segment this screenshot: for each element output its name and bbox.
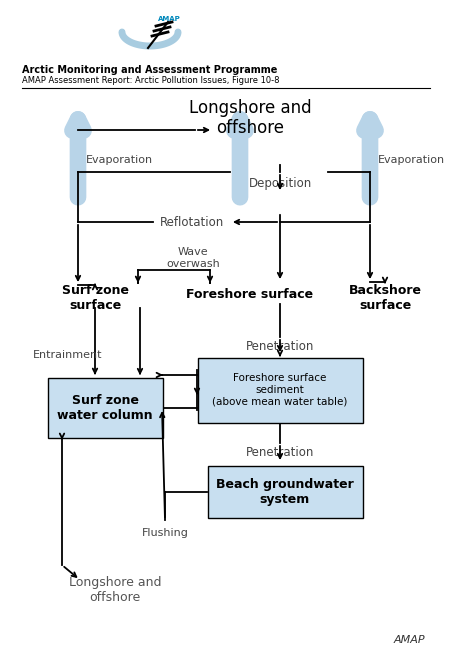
Text: Reflotation: Reflotation: [160, 216, 224, 228]
FancyBboxPatch shape: [198, 357, 363, 422]
Text: Evaporation: Evaporation: [86, 155, 153, 165]
Text: Wave
overwash: Wave overwash: [166, 247, 220, 269]
Text: Backshore
surface: Backshore surface: [348, 284, 422, 312]
FancyBboxPatch shape: [48, 378, 162, 438]
Text: Penetration: Penetration: [246, 446, 314, 459]
Text: Entrainment: Entrainment: [33, 350, 103, 360]
Text: Beach groundwater
system: Beach groundwater system: [216, 478, 354, 506]
Text: Surf zone
surface: Surf zone surface: [62, 284, 129, 312]
FancyBboxPatch shape: [207, 466, 363, 518]
Text: AMAP: AMAP: [393, 635, 425, 645]
Text: Arctic Monitoring and Assessment Programme: Arctic Monitoring and Assessment Program…: [22, 65, 277, 75]
Text: Deposition: Deposition: [248, 177, 311, 189]
Text: Penetration: Penetration: [246, 340, 314, 352]
Text: Foreshore surface: Foreshore surface: [186, 289, 314, 301]
Text: Evaporation: Evaporation: [378, 155, 445, 165]
Text: Longshore and
offshore: Longshore and offshore: [189, 99, 311, 138]
Text: Longshore and
offshore: Longshore and offshore: [69, 576, 161, 604]
Text: Surf zone
water column: Surf zone water column: [57, 394, 153, 422]
Text: AMAP: AMAP: [158, 16, 181, 22]
Text: Foreshore surface
sediment
(above mean water table): Foreshore surface sediment (above mean w…: [212, 373, 348, 406]
Text: Flushing: Flushing: [142, 528, 189, 538]
Text: AMAP Assessment Report: Arctic Pollution Issues, Figure 10-8: AMAP Assessment Report: Arctic Pollution…: [22, 76, 279, 85]
